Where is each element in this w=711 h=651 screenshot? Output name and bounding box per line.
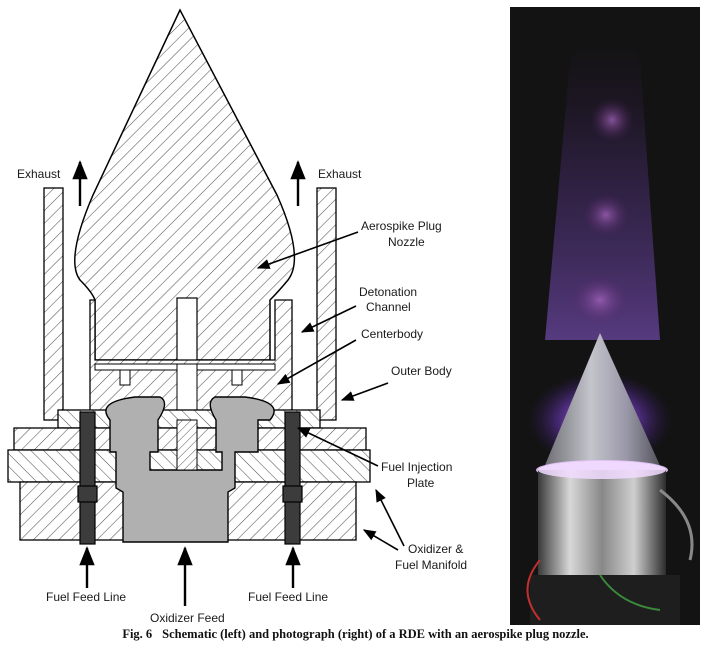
leader-manifold-bottom xyxy=(362,529,399,551)
wire-red xyxy=(526,559,541,621)
leader-aerospike xyxy=(256,231,359,269)
label-oxidizer-2: Fuel Manifold xyxy=(395,558,467,572)
wire-green xyxy=(599,574,661,611)
leader-detonation xyxy=(300,305,357,333)
leader-centerbody xyxy=(276,339,357,385)
label-fuel-feed-right: Fuel Feed Line xyxy=(248,590,328,604)
leader-outer-body xyxy=(340,382,389,401)
plume-puff-2 xyxy=(582,193,630,237)
aerospike-cone-photo xyxy=(543,333,662,470)
outer-body-wall-right xyxy=(316,187,337,421)
plume-puff-3 xyxy=(570,274,630,326)
label-aerospike-1: Aerospike Plug xyxy=(361,219,442,233)
body-rim xyxy=(538,461,666,479)
caption-number: Fig. 6 xyxy=(122,627,153,641)
label-detonation-1: Detonation xyxy=(359,285,417,299)
leader-manifold-top xyxy=(375,488,405,547)
fuel-feed-line-right xyxy=(284,411,301,545)
leader-injection xyxy=(296,427,379,467)
plume-puff-1 xyxy=(590,98,634,142)
label-outer-body: Outer Body xyxy=(391,364,452,378)
label-fuel-injection-1: Fuel Injection xyxy=(381,460,452,474)
wire-gray xyxy=(659,488,694,561)
oxidizer-core xyxy=(176,419,198,471)
label-detonation-2: Channel xyxy=(366,300,411,314)
centerbody-port-left xyxy=(119,369,131,386)
outer-body-wall-left xyxy=(43,187,64,421)
label-centerbody: Centerbody xyxy=(361,327,423,341)
plug-bore xyxy=(176,297,198,366)
label-fuel-feed-left: Fuel Feed Line xyxy=(46,590,126,604)
label-oxidizer-feed: Oxidizer Feed xyxy=(150,611,225,625)
caption-text: Schematic (left) and photograph (right) … xyxy=(162,627,589,641)
figure-caption: Fig. 6 Schematic (left) and photograph (r… xyxy=(0,627,711,642)
label-exhaust-left: Exhaust xyxy=(17,167,61,181)
fuel-fitting-left xyxy=(77,485,98,503)
figure: Exhaust Exhaust Aerospike Plug Nozzle De… xyxy=(7,7,700,625)
label-aerospike-2: Nozzle xyxy=(388,235,425,249)
centerbody-port-right xyxy=(231,369,243,386)
fuel-fitting-right xyxy=(282,485,303,503)
oxidizer-flow-path xyxy=(105,396,275,543)
label-oxidizer-1: Oxidizer & xyxy=(408,542,463,556)
schematic: Exhaust Exhaust Aerospike Plug Nozzle De… xyxy=(7,8,467,625)
test-stand xyxy=(530,575,680,625)
photograph xyxy=(510,7,700,625)
label-exhaust-right: Exhaust xyxy=(318,167,362,181)
fuel-feed-line-left xyxy=(79,411,96,545)
rde-outer-body-photo xyxy=(538,470,666,575)
label-fuel-injection-2: Plate xyxy=(407,476,435,490)
